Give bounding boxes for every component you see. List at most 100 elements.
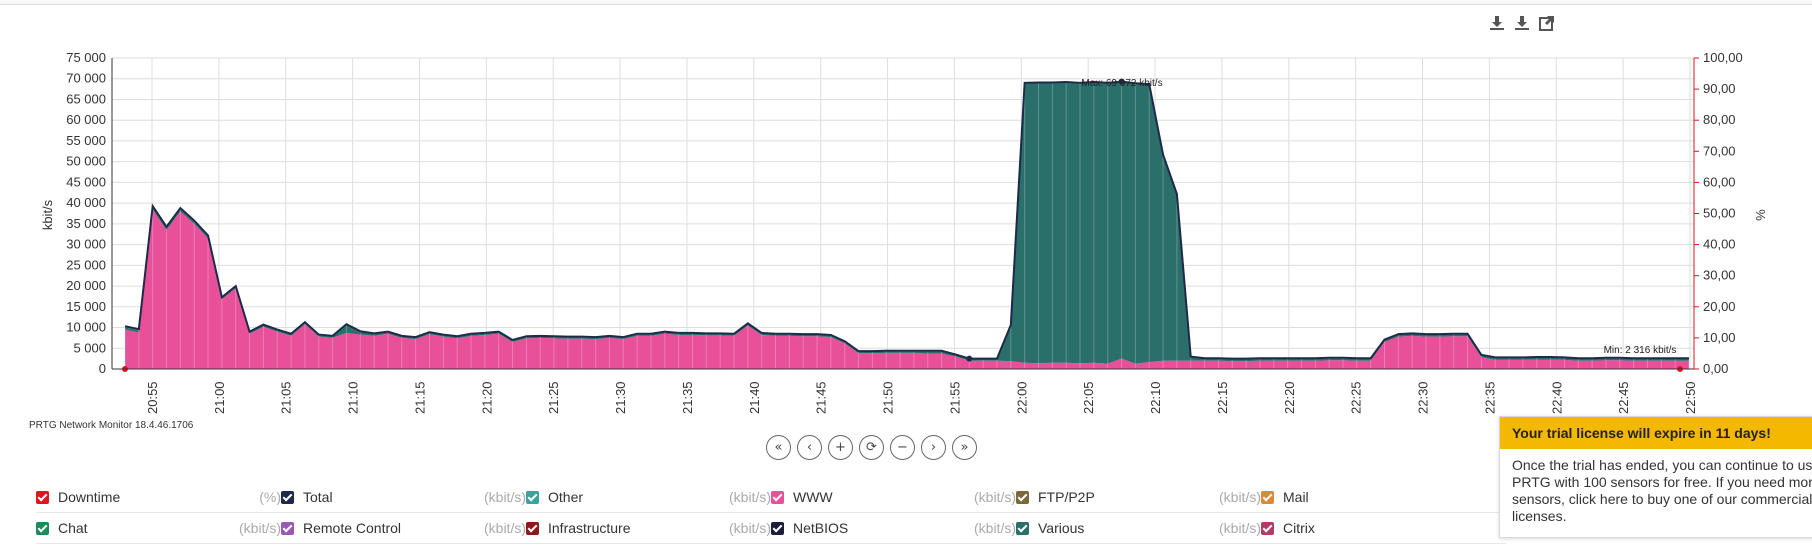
x-tick-label: 22:25 <box>1349 381 1364 414</box>
legend-unit: (kbit/s) <box>1219 520 1261 536</box>
x-tick-label: 21:45 <box>814 381 829 414</box>
legend-row: Chat (kbit/s) Remote Control (kbit/s) Infr… <box>36 513 1506 544</box>
y2-tick-label: 40,00 <box>1703 237 1736 252</box>
legend-item-remote-control[interactable]: Remote Control (kbit/s) <box>281 520 526 536</box>
legend-item-ftp[interactable]: FTP/P2P (kbit/s) <box>1016 489 1261 505</box>
legend-unit: (kbit/s) <box>974 489 1016 505</box>
x-tick-label: 22:50 <box>1683 381 1698 414</box>
y-tick-label: 35 000 <box>66 216 106 231</box>
traffic-chart[interactable]: 75 000 70 000 65 000 60 000 55 000 50 000 45 0… <box>0 0 1812 430</box>
legend-name: Various <box>1038 520 1085 536</box>
checkbox-icon[interactable] <box>36 490 49 504</box>
checkbox-icon[interactable] <box>1016 490 1029 504</box>
last-button[interactable]: » <box>952 435 977 460</box>
external-link-icon[interactable] <box>1538 14 1556 32</box>
y2-tick-label: 80,00 <box>1703 112 1736 127</box>
checkbox-icon[interactable] <box>36 521 49 535</box>
legend-name: WWW <box>793 489 833 505</box>
trial-body[interactable]: Once the trial has ended, you can contin… <box>1512 457 1812 524</box>
max-marker <box>1118 78 1125 85</box>
y-tick-label: 30 000 <box>66 237 106 252</box>
x-tick-label: 22:35 <box>1482 381 1497 414</box>
legend-unit: (kbit/s) <box>1219 489 1261 505</box>
x-tick-label: 21:00 <box>212 381 227 414</box>
x-tick-label: 20:55 <box>145 381 160 414</box>
chart-toolbar <box>1488 14 1556 32</box>
legend: Downtime (%) Total (kbit/s) Other (kbit/s) … <box>36 482 1506 544</box>
top-border <box>0 0 1812 5</box>
version-text: PRTG Network Monitor 18.4.46.1706 <box>29 420 194 431</box>
legend-item-citrix[interactable]: Citrix <box>1261 520 1506 536</box>
y-axis-label: kbit/s <box>40 199 55 230</box>
reset-button[interactable]: ⟳ <box>859 435 884 460</box>
legend-unit: (kbit/s) <box>484 489 526 505</box>
x-tick-label: 22:00 <box>1014 381 1029 414</box>
y-tick-label: 60 000 <box>66 112 106 127</box>
x-tick-label: 22:40 <box>1549 381 1564 414</box>
legend-item-mail[interactable]: Mail <box>1261 489 1506 505</box>
y-tick-label: 70 000 <box>66 71 106 86</box>
y-tick-label: 5 000 <box>73 340 106 355</box>
y2-tick-label: 70,00 <box>1703 143 1736 158</box>
axis-labels: 75 000 70 000 65 000 60 000 55 000 50 000 45 0… <box>66 50 1743 414</box>
grid <box>112 57 1694 370</box>
y-tick-label: 10 000 <box>66 320 106 335</box>
legend-unit: (%) <box>259 489 281 505</box>
legend-item-other[interactable]: Other (kbit/s) <box>526 489 771 505</box>
legend-name: Mail <box>1283 489 1309 505</box>
checkbox-icon[interactable] <box>771 490 784 504</box>
legend-item-various[interactable]: Various (kbit/s) <box>1016 520 1261 536</box>
max-annotation: Max: 69 972 kbit/s <box>1081 78 1162 89</box>
checkbox-icon[interactable] <box>281 521 294 535</box>
prev-button[interactable]: ‹ <box>797 435 822 460</box>
area-various <box>125 82 1689 364</box>
checkbox-icon[interactable] <box>1016 521 1029 535</box>
y-tick-label: 0 <box>99 361 106 376</box>
axes <box>111 57 1699 370</box>
y-tick-label: 45 000 <box>66 174 106 189</box>
checkbox-icon[interactable] <box>526 521 539 535</box>
area-www <box>125 209 1689 369</box>
checkbox-icon[interactable] <box>1261 490 1274 504</box>
legend-name: Total <box>303 489 333 505</box>
trial-license-banner[interactable]: Your trial license will expire in 11 day… <box>1499 416 1812 538</box>
legend-item-chat[interactable]: Chat (kbit/s) <box>36 520 281 536</box>
area-other <box>125 81 1689 360</box>
legend-name: Remote Control <box>303 520 402 536</box>
checkbox-icon[interactable] <box>526 490 539 504</box>
x-tick-label: 21:40 <box>747 381 762 414</box>
first-button[interactable]: « <box>766 435 791 460</box>
zoom-in-button[interactable]: + <box>828 435 853 460</box>
y-tick-label: 15 000 <box>66 299 106 314</box>
x-tick-label: 21:30 <box>613 381 628 414</box>
y-tick-label: 40 000 <box>66 195 106 210</box>
x-tick-label: 22:10 <box>1148 381 1163 414</box>
legend-item-www[interactable]: WWW (kbit/s) <box>771 489 1016 505</box>
legend-unit: (kbit/s) <box>484 520 526 536</box>
zoom-out-button[interactable]: − <box>890 435 915 460</box>
checkbox-icon[interactable] <box>281 490 294 504</box>
y-tick-label: 55 000 <box>66 133 106 148</box>
y2-tick-label: 50,00 <box>1703 206 1736 221</box>
legend-name: Infrastructure <box>548 520 631 536</box>
legend-name: Downtime <box>58 489 121 505</box>
checkbox-icon[interactable] <box>771 521 784 535</box>
y-tick-label: 20 000 <box>66 278 106 293</box>
legend-item-netbios[interactable]: NetBIOS (kbit/s) <box>771 520 1016 536</box>
x-tick-label: 21:05 <box>279 381 294 414</box>
checkbox-icon[interactable] <box>1261 521 1274 535</box>
download-icon[interactable] <box>1488 14 1506 32</box>
legend-name: Other <box>548 489 584 505</box>
x-tick-label: 21:10 <box>346 381 361 414</box>
y-tick-label: 25 000 <box>66 257 106 272</box>
legend-unit: (kbit/s) <box>239 520 281 536</box>
y2-tick-label: 90,00 <box>1703 81 1736 96</box>
next-button[interactable]: › <box>921 435 946 460</box>
y2-axis-label: % <box>1753 209 1768 221</box>
legend-item-downtime[interactable]: Downtime (%) <box>36 489 281 505</box>
legend-item-infrastructure[interactable]: Infrastructure (kbit/s) <box>526 520 771 536</box>
download-icon[interactable] <box>1513 14 1531 32</box>
legend-item-total[interactable]: Total (kbit/s) <box>281 489 526 505</box>
y2-tick-label: 10,00 <box>1703 330 1736 345</box>
line-total <box>124 80 1689 360</box>
